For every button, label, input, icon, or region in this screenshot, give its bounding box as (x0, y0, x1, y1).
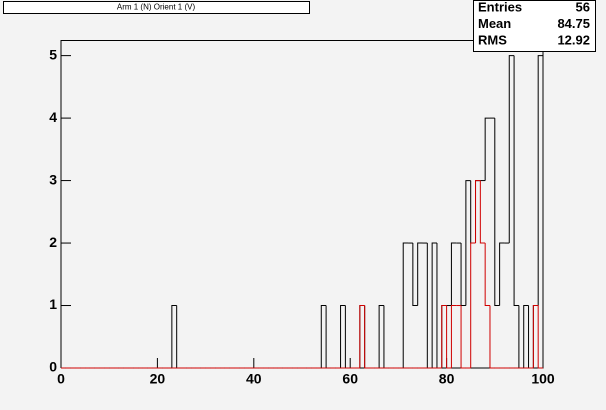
histogram-bin (460, 305, 466, 369)
stats-value: 84.75 (557, 16, 590, 31)
histogram-bin (537, 305, 543, 369)
histogram-bin (340, 305, 346, 368)
histogram-bin (359, 305, 365, 368)
histogram-bin (378, 305, 384, 368)
x-tick-label: 80 (439, 371, 455, 387)
histogram-bin (484, 243, 490, 307)
histogram-bin (499, 242, 505, 306)
y-tick-label: 0 (49, 359, 57, 375)
histogram-bin (441, 305, 447, 368)
chart-title: Arm 1 (N) Orient 1 (V) (117, 3, 196, 12)
x-tick-label: 20 (150, 371, 166, 387)
x-tick-label: 40 (246, 371, 262, 387)
histogram-bin (465, 180, 471, 306)
histogram-bin (417, 242, 423, 306)
stats-label: RMS (478, 32, 507, 47)
x-tick-label: 60 (342, 371, 358, 387)
histogram-bin (532, 305, 539, 368)
histogram-bin (537, 55, 544, 368)
stats-value: 56 (576, 0, 590, 14)
y-tick-label: 4 (49, 109, 57, 125)
stats-value: 12.92 (557, 32, 590, 47)
y-tick-label: 2 (49, 234, 57, 250)
histogram-bin (513, 55, 519, 307)
x-tick-label: 0 (57, 371, 65, 387)
stats-label: Entries (478, 0, 522, 14)
y-tick-label: 3 (49, 171, 57, 187)
histogram-bin (450, 242, 457, 306)
histogram-bin (508, 55, 515, 244)
histogram-bin (450, 305, 457, 368)
histogram-bin (446, 305, 452, 369)
histogram-bin (412, 243, 418, 307)
histogram-bin (494, 118, 500, 307)
title-box (3, 1, 310, 14)
stats-box (473, 0, 596, 52)
histogram-bin (402, 242, 409, 368)
histogram-bin (431, 242, 437, 368)
histogram-bin (475, 180, 481, 244)
histogram-bin (523, 305, 529, 368)
y-tick-label: 1 (49, 296, 57, 312)
histogram-bin (320, 305, 327, 368)
histogram-bin (484, 117, 490, 181)
stats-label: Mean (478, 16, 511, 31)
histogram-bin (479, 180, 486, 244)
histogram-bin (489, 305, 495, 369)
histogram-bin (171, 305, 177, 368)
histogram-bin (470, 242, 476, 368)
x-tick-label: 100 (531, 371, 555, 387)
y-tick-label: 5 (49, 46, 57, 62)
histogram-bin (364, 305, 370, 369)
stats-border (473, 0, 596, 52)
